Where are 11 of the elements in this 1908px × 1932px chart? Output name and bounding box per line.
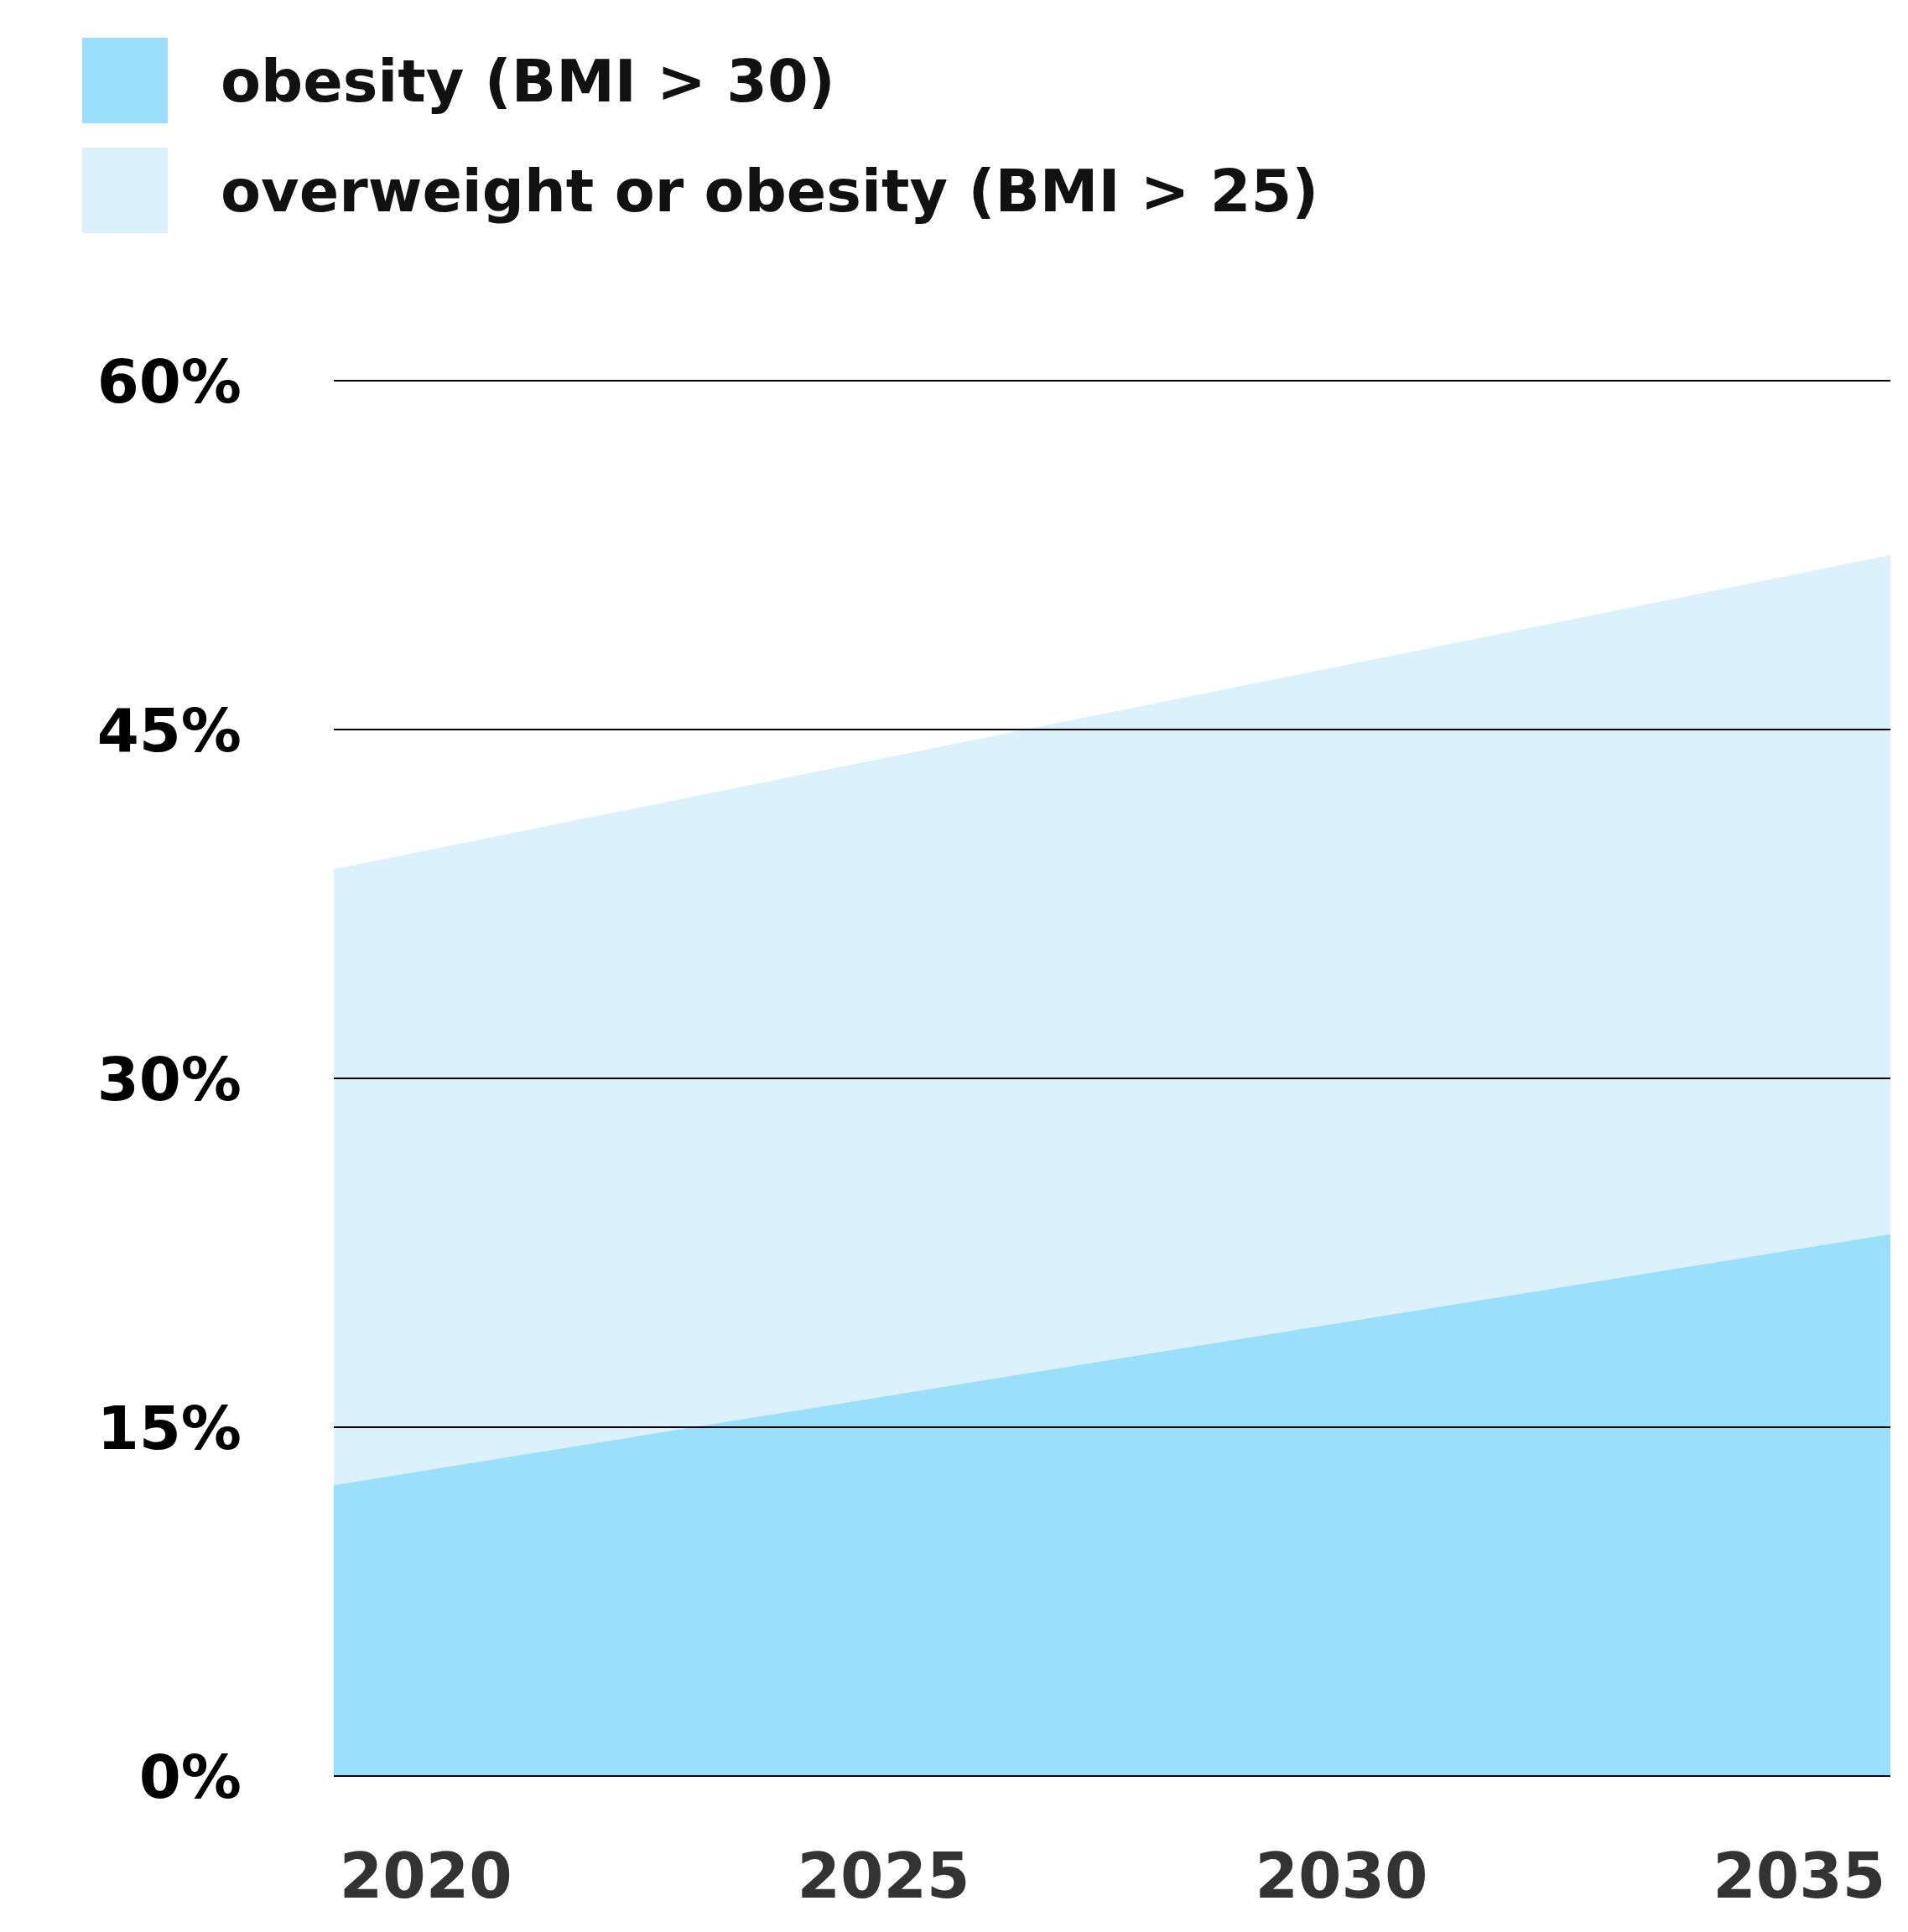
y-tick-label: 30%: [96, 1043, 242, 1114]
y-tick-label: 45%: [96, 694, 242, 766]
y-tick-label: 0%: [138, 1741, 242, 1812]
x-tick-label: 2030: [1255, 1839, 1428, 1912]
legend-label: obesity (BMI > 30): [221, 46, 835, 116]
y-tick-label: 15%: [96, 1392, 242, 1463]
x-tick-label: 2025: [797, 1839, 970, 1912]
x-tick-label: 2035: [1713, 1839, 1886, 1912]
x-tick-label: 2020: [339, 1839, 512, 1912]
legend-label: overweight or obesity (BMI > 25): [221, 156, 1319, 226]
y-tick-label: 60%: [96, 345, 242, 417]
